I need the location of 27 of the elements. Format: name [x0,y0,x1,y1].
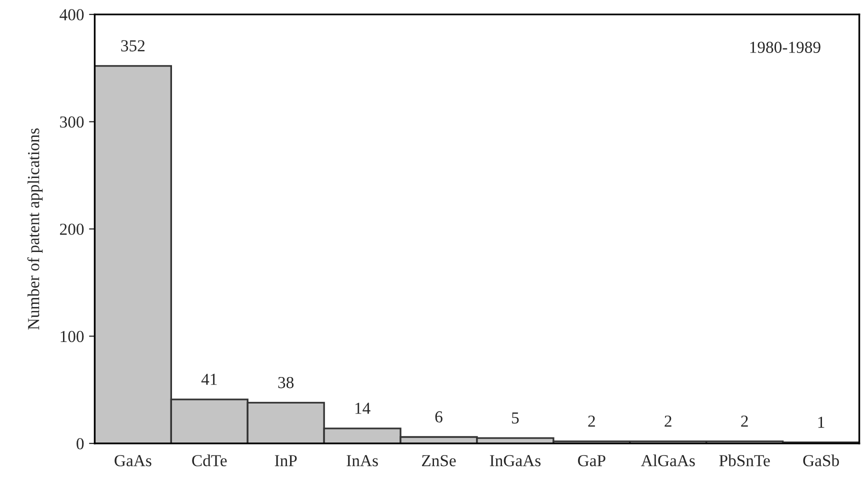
x-tick-label: PbSnTe [719,454,770,466]
y-tick-label: 100 [60,330,84,342]
data-label: 2 [588,416,595,427]
x-tick-label: ZnSe [422,455,456,466]
x-tick-label: InGaAs [490,455,541,466]
data-label: 2 [741,416,748,427]
x-tick-label: CdTe [192,454,227,466]
data-label: 38 [278,376,294,388]
data-label: 41 [201,374,217,385]
y-tick-label: 300 [60,116,84,128]
data-label: 5 [512,412,519,424]
annotation: 1980-1989 [750,42,820,53]
x-tick-label: GaP [578,455,606,466]
y-tick-label: 0 [76,438,84,450]
data-label: 352 [121,40,145,52]
x-tick-label: AlGaAs [640,454,695,466]
x-tick-label: GaSb [803,454,839,466]
data-label: 14 [355,402,370,414]
data-label: 6 [435,411,442,423]
y-tick-label: 400 [60,9,84,20]
x-tick-label: InP [274,455,297,466]
y-tick-label: 200 [60,224,84,235]
data-label: 2 [664,416,672,427]
x-tick-label: GaAs [114,455,152,466]
x-tick-label: InAs [346,455,378,466]
y-axis-title: Number of patent applications [27,128,43,330]
data-label: 1 [818,416,824,428]
